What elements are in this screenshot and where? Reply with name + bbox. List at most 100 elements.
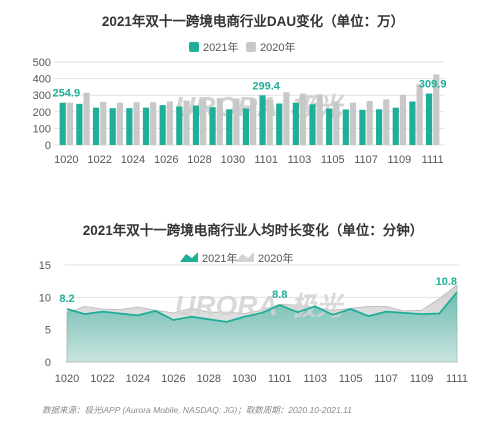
bar-2021-1104 — [309, 104, 316, 145]
bar-2020-1021 — [83, 92, 90, 145]
bar-2021-1110 — [409, 101, 416, 145]
duration-x-tick-label: 1107 — [374, 373, 398, 385]
duration-x-tick-label: 1105 — [339, 373, 363, 385]
bar-2020-1108 — [383, 99, 390, 145]
legend-label-2020: 2020年 — [260, 40, 295, 54]
dau-bars — [59, 74, 440, 145]
bar-2021-1031 — [242, 108, 249, 145]
dau-x-tick-label: 1103 — [288, 154, 312, 166]
dau-legend: 2021年 2020年 — [189, 40, 295, 54]
bar-2021-1103 — [292, 102, 299, 145]
bar-2020-1028 — [200, 98, 207, 145]
dau-y-tick-label: 300 — [33, 90, 51, 102]
dau-x-tick-label: 1024 — [121, 154, 145, 166]
bar-2021-1111 — [425, 93, 433, 145]
bar-2021-1030 — [226, 109, 233, 145]
bar-2021-1105 — [326, 108, 333, 145]
bar-2020-1104 — [316, 94, 323, 145]
bar-2020-1109 — [399, 94, 407, 145]
duration-data-label: 10.8 — [436, 276, 457, 288]
dau-x-axis: 1020 1022 1024 1026 1028 1030 1101 1103 1105 1107… — [54, 154, 444, 166]
duration-y-tick-label: 15 — [39, 260, 51, 272]
duration-x-tick-label: 1103 — [303, 373, 327, 385]
duration-y-axis: 0 5 10 15 — [39, 260, 51, 369]
bar-2021-1027 — [176, 106, 183, 145]
bar-2021-1021 — [76, 103, 83, 145]
dau-data-label: 254.9 — [53, 88, 81, 100]
bar-2020-1025 — [150, 102, 157, 145]
dau-y-tick-label: 0 — [45, 140, 51, 152]
duration-chart: 2021年双十一跨境电商行业人均时长变化（单位：分钟） 2021年 2020年 … — [39, 222, 468, 385]
area-2021 — [67, 292, 457, 362]
watermark-cn-2: 极光 — [290, 291, 345, 321]
bar-2021-1106 — [342, 109, 349, 145]
duration-y-tick-label: 10 — [39, 292, 51, 304]
legend-swatch-2020 — [246, 42, 256, 52]
bar-2020-1024 — [133, 102, 140, 145]
bar-2021-1022 — [92, 107, 100, 145]
duration-data-labels: 8.2 8.8 10.8 — [59, 276, 457, 305]
bar-2020-1030 — [233, 98, 240, 145]
dau-data-label: 299.4 — [252, 80, 280, 92]
duration-data-label: 8.8 — [272, 289, 287, 301]
dau-x-tick-label: 1107 — [354, 154, 378, 166]
bar-2021-1028 — [192, 105, 200, 145]
duration-x-tick-label: 1024 — [126, 373, 150, 385]
bar-2020-1023 — [116, 102, 123, 145]
duration-line-2021 — [66, 291, 458, 323]
duration-x-tick-label: 1026 — [161, 373, 185, 385]
bar-2021-1101 — [259, 95, 266, 145]
bar-2021-1020 — [59, 102, 66, 145]
dau-data-labels: 254.9 299.4 309.9 — [53, 79, 447, 100]
dau-x-tick-label: 1111 — [422, 154, 444, 166]
bar-2021-1025 — [142, 107, 150, 145]
dau-x-tick-label: 1030 — [221, 154, 245, 166]
duration-y-tick-label: 0 — [45, 357, 51, 369]
duration-y-tick-label: 5 — [45, 325, 51, 337]
dau-y-tick-label: 400 — [33, 74, 51, 86]
duration-x-tick-label: 1109 — [410, 373, 434, 385]
duration-area-2021 — [67, 292, 457, 362]
duration-x-tick-label: 1101 — [268, 373, 292, 385]
bar-2020-1107 — [366, 101, 373, 145]
dau-data-label: 309.9 — [419, 79, 447, 91]
dau-chart-title: 2021年双十一跨境电商行业DAU变化（单位：万） — [102, 13, 404, 29]
bar-2021-1102 — [276, 103, 283, 145]
bar-2020-1026 — [166, 101, 173, 145]
dau-x-tick-label: 1026 — [154, 154, 178, 166]
legend-swatch-2021 — [189, 42, 199, 52]
legend-label-2021-area: 2021年 — [202, 251, 237, 265]
duration-chart-title: 2021年双十一跨境电商行业人均时长变化（单位：分钟） — [83, 222, 424, 238]
bar-2020-1103 — [299, 93, 307, 145]
bar-2020-1102 — [283, 92, 290, 145]
bar-2021-1023 — [109, 108, 116, 145]
duration-data-label: 8.2 — [59, 293, 74, 305]
dau-x-tick-label: 1020 — [54, 154, 78, 166]
bar-2020-1027 — [183, 100, 190, 145]
duration-watermark: URORA 极光 — [175, 290, 345, 321]
bar-2021-1024 — [126, 108, 133, 145]
dau-x-tick-label: 1105 — [321, 154, 345, 166]
bar-2021-1108 — [376, 109, 383, 145]
dau-chart: 2021年双十一跨境电商行业DAU变化（单位：万） 2021年 2020年 01… — [33, 13, 447, 166]
line-2021 — [66, 291, 458, 323]
duration-x-tick-label: 1022 — [90, 373, 114, 385]
dau-y-axis: 0 100 200 300 400 500 — [33, 57, 51, 152]
bar-2020-1029 — [216, 98, 223, 145]
legend-swatch-2020-area — [236, 252, 254, 262]
duration-legend: 2021年 2020年 — [180, 251, 293, 265]
bar-2020-1022 — [100, 101, 107, 145]
legend-label-2020-area: 2020年 — [258, 251, 293, 265]
bar-2021-1109 — [392, 107, 399, 145]
duration-x-tick-label: 1020 — [55, 373, 79, 385]
duration-x-tick-label: 1028 — [197, 373, 221, 385]
bar-2020-1105 — [333, 101, 340, 145]
source-note: 数据来源：极光iAPP (Aurora Mobile, NASDAQ: JG)；… — [42, 405, 352, 415]
dau-x-tick-label: 1101 — [254, 154, 278, 166]
duration-x-tick-label: 1111 — [446, 373, 468, 385]
bar-2021-1026 — [159, 105, 166, 145]
bar-2020-1110 — [416, 84, 423, 145]
bar-2020-1031 — [250, 99, 257, 145]
watermark-brand-2: URORA — [175, 290, 278, 321]
